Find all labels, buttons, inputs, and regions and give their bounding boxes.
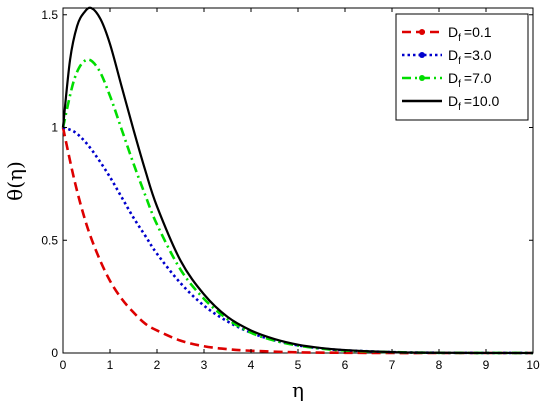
- y-tick-label: 0: [51, 346, 58, 360]
- ticks-layer: 0 1 2 3 4 5 6 7 8 9 10 0 0.5 1 1.5: [41, 8, 540, 372]
- legend-label-sub: f: [458, 102, 461, 113]
- legend-label-sub: f: [458, 79, 461, 90]
- legend: Df =0.1Df =3.0Df =7.0Df =10.0: [395, 13, 529, 121]
- legend-label-base: D: [448, 24, 458, 40]
- x-tick-label: 4: [248, 358, 255, 372]
- legend-label-value: =0.1: [464, 24, 492, 40]
- legend-label-base: D: [448, 70, 458, 86]
- legend-label-3: Df =10.0: [448, 93, 500, 113]
- x-tick-label: 5: [295, 358, 302, 372]
- legend-label-sub: f: [458, 56, 461, 67]
- x-tick-label: 7: [389, 358, 396, 372]
- x-tick-label: 8: [436, 358, 443, 372]
- legend-marker-2: [419, 75, 425, 81]
- legend-label-0: Df =0.1: [448, 24, 492, 44]
- x-tick-label: 0: [60, 358, 67, 372]
- y-tick-label: 1.5: [41, 8, 58, 22]
- legend-box: [395, 13, 529, 121]
- x-tick-label: 2: [154, 358, 161, 372]
- legend-label-1: Df =3.0: [448, 47, 492, 67]
- x-tick-label: 9: [483, 358, 490, 372]
- legend-label-2: Df =7.0: [448, 70, 492, 90]
- legend-marker-0: [419, 29, 425, 35]
- y-tick-label: 1: [51, 121, 58, 135]
- legend-label-value: =3.0: [464, 47, 492, 63]
- x-tick-label: 3: [201, 358, 208, 372]
- series-line-0: [61, 127, 533, 355]
- legend-label-sub: f: [458, 33, 461, 44]
- legend-label-value: =10.0: [464, 93, 500, 109]
- y-tick-label: 0.5: [41, 233, 58, 247]
- x-tick-label: 6: [342, 358, 349, 372]
- x-tick-label: 1: [107, 358, 114, 372]
- legend-label-base: D: [448, 47, 458, 63]
- legend-label-base: D: [448, 93, 458, 109]
- x-tick-label: 10: [526, 358, 540, 372]
- y-axis-label: θ(η): [3, 161, 27, 201]
- series-line-3: [61, 6, 534, 355]
- legend-label-value: =7.0: [464, 70, 492, 86]
- legend-marker-1: [419, 52, 425, 58]
- x-axis-label: η: [292, 378, 304, 402]
